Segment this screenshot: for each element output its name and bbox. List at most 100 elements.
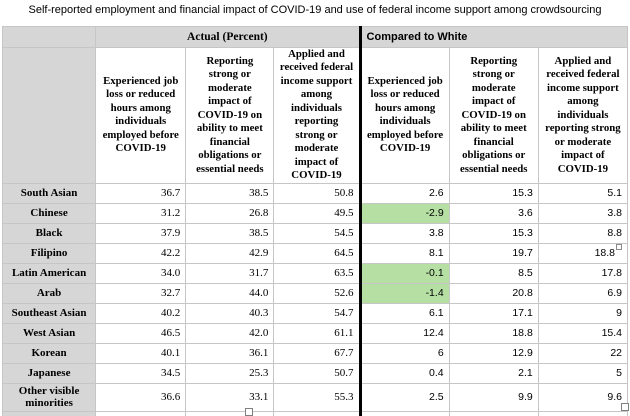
column-header-actual-federal-support[interactable]: Applied and received federal income supp… bbox=[273, 47, 361, 184]
actual-cell[interactable]: 40.3 bbox=[185, 302, 275, 324]
actual-cell[interactable]: 54.7 bbox=[273, 302, 361, 324]
compared-cell[interactable]: -1.4 bbox=[358, 282, 450, 304]
compared-cell[interactable]: 8.5 bbox=[448, 262, 539, 284]
row-label[interactable]: Black bbox=[1, 222, 97, 244]
compared-cell[interactable]: 9 bbox=[537, 302, 629, 324]
actual-cell[interactable]: 37.9 bbox=[95, 222, 187, 244]
compared-cell[interactable]: 19.7 bbox=[448, 242, 539, 264]
compared-cell[interactable]: 20.8 bbox=[448, 282, 539, 304]
compared-cell[interactable] bbox=[358, 410, 450, 416]
actual-cell[interactable]: 50.7 bbox=[273, 362, 361, 384]
actual-cell[interactable]: 34.5 bbox=[95, 362, 187, 384]
column-header-actual-job-loss[interactable]: Experienced job loss or reduced hours am… bbox=[95, 47, 187, 184]
row-label[interactable]: Other visible minorities bbox=[1, 382, 97, 412]
row-label[interactable]: Southeast Asian bbox=[1, 302, 97, 324]
cell-annotation-box-icon bbox=[616, 244, 622, 251]
compared-cell[interactable]: 3.8 bbox=[537, 202, 629, 224]
compared-cell[interactable]: -2.9 bbox=[358, 202, 450, 224]
actual-cell[interactable]: 63.5 bbox=[273, 262, 361, 284]
actual-cell[interactable]: 36.6 bbox=[95, 382, 187, 412]
row-label[interactable]: West Asian bbox=[1, 322, 97, 344]
row-label[interactable]: Filipino bbox=[1, 242, 97, 264]
actual-cell[interactable]: 55.3 bbox=[273, 382, 361, 412]
compared-cell[interactable]: 3.8 bbox=[358, 222, 450, 244]
compared-cell[interactable]: 18.8 bbox=[537, 242, 629, 264]
column-header-actual-financial-impact[interactable]: Reporting strong or moderate impact of C… bbox=[185, 47, 275, 184]
row-label[interactable]: Korean bbox=[1, 342, 97, 364]
compared-cell[interactable]: 15.3 bbox=[448, 182, 539, 204]
column-header-compared-financial-impact[interactable]: Reporting strong or moderate impact of C… bbox=[448, 47, 539, 184]
actual-cell[interactable]: 36.1 bbox=[185, 342, 275, 364]
row-label-header[interactable] bbox=[1, 47, 97, 184]
compared-cell[interactable]: 9.9 bbox=[448, 382, 539, 412]
row-label[interactable]: Japanese bbox=[1, 362, 97, 384]
compared-cell[interactable]: 22 bbox=[537, 342, 629, 364]
actual-cell[interactable]: 36.7 bbox=[95, 182, 187, 204]
compared-cell[interactable]: 8.8 bbox=[537, 222, 629, 244]
actual-cell[interactable]: 34.0 bbox=[95, 262, 187, 284]
row-label[interactable]: South Asian bbox=[1, 182, 97, 204]
table-row: Latin American 34.0 31.7 63.5 -0.1 8.5 17.8 bbox=[1, 262, 629, 284]
column-header-compared-job-loss[interactable]: Experienced job loss or reduced hours am… bbox=[358, 47, 450, 184]
compared-cell[interactable]: 17.1 bbox=[448, 302, 539, 324]
actual-cell[interactable]: 34.1 bbox=[95, 410, 187, 416]
compared-cell[interactable]: 17.8 bbox=[537, 262, 629, 284]
actual-cell[interactable]: 38.5 bbox=[185, 222, 275, 244]
actual-cell[interactable]: 52.6 bbox=[273, 282, 361, 304]
actual-cell[interactable]: 23.2 bbox=[185, 410, 275, 416]
actual-cell[interactable]: 42.2 bbox=[95, 242, 187, 264]
compared-cell[interactable]: 12.4 bbox=[358, 322, 450, 344]
compared-cell[interactable]: 2.1 bbox=[448, 362, 539, 384]
selection-fill-handle[interactable] bbox=[245, 408, 253, 416]
table-row: Japanese 34.5 25.3 50.7 0.4 2.1 5 bbox=[1, 362, 629, 384]
compared-cell[interactable]: 6.1 bbox=[358, 302, 450, 324]
actual-cell[interactable]: 33.1 bbox=[185, 382, 275, 412]
compared-cell[interactable]: 5 bbox=[537, 362, 629, 384]
compared-cell[interactable]: 18.8 bbox=[448, 322, 539, 344]
section-header-compared[interactable]: Compared to White bbox=[358, 26, 629, 48]
actual-cell[interactable]: 31.7 bbox=[185, 262, 275, 284]
actual-cell[interactable]: 42.9 bbox=[185, 242, 275, 264]
row-label[interactable]: Arab bbox=[1, 282, 97, 304]
compared-cell[interactable]: -0.1 bbox=[358, 262, 450, 284]
actual-cell[interactable]: 32.7 bbox=[95, 282, 187, 304]
compared-cell[interactable]: 6.9 bbox=[537, 282, 629, 304]
compared-cell[interactable]: 8.1 bbox=[358, 242, 450, 264]
actual-cell[interactable]: 46.5 bbox=[95, 322, 187, 344]
actual-cell[interactable]: 40.1 bbox=[95, 342, 187, 364]
compared-cell[interactable]: 9.6 bbox=[537, 382, 629, 412]
row-label[interactable]: White bbox=[1, 410, 97, 416]
actual-cell[interactable]: 40.2 bbox=[95, 302, 187, 324]
compared-cell[interactable]: 5.1 bbox=[537, 182, 629, 204]
row-label[interactable]: Chinese bbox=[1, 202, 97, 224]
compared-cell[interactable]: 2.6 bbox=[358, 182, 450, 204]
actual-cell[interactable]: 49.5 bbox=[273, 202, 361, 224]
compared-cell[interactable]: 15.4 bbox=[537, 322, 629, 344]
compared-cell[interactable]: 3.6 bbox=[448, 202, 539, 224]
row-label[interactable]: Latin American bbox=[1, 262, 97, 284]
actual-cell[interactable]: 50.8 bbox=[273, 182, 361, 204]
actual-cell[interactable]: 64.5 bbox=[273, 242, 361, 264]
actual-cell[interactable]: 54.5 bbox=[273, 222, 361, 244]
column-header-compared-federal-support[interactable]: Applied and received federal income supp… bbox=[537, 47, 629, 184]
data-table: Actual (Percent) Compared to White Exper… bbox=[1, 26, 629, 416]
actual-cell[interactable]: 45.7 bbox=[273, 410, 361, 416]
actual-cell[interactable]: 38.5 bbox=[185, 182, 275, 204]
actual-cell[interactable]: 26.8 bbox=[185, 202, 275, 224]
compared-cell[interactable] bbox=[537, 410, 629, 416]
actual-cell[interactable]: 42.0 bbox=[185, 322, 275, 344]
compared-cell[interactable] bbox=[448, 410, 539, 416]
actual-cell[interactable]: 67.7 bbox=[273, 342, 361, 364]
actual-cell[interactable]: 25.3 bbox=[185, 362, 275, 384]
actual-cell[interactable]: 31.2 bbox=[95, 202, 187, 224]
compared-cell[interactable]: 15.3 bbox=[448, 222, 539, 244]
compared-cell[interactable]: 6 bbox=[358, 342, 450, 364]
compared-cell[interactable]: 2.5 bbox=[358, 382, 450, 412]
compared-cell[interactable]: 12.9 bbox=[448, 342, 539, 364]
actual-cell[interactable]: 61.1 bbox=[273, 322, 361, 344]
corner-cell[interactable] bbox=[1, 26, 97, 48]
actual-cell[interactable]: 44.0 bbox=[185, 282, 275, 304]
compared-cell[interactable]: 0.4 bbox=[358, 362, 450, 384]
section-header-actual[interactable]: Actual (Percent) bbox=[95, 26, 361, 48]
selection-resize-handle[interactable] bbox=[621, 403, 629, 411]
